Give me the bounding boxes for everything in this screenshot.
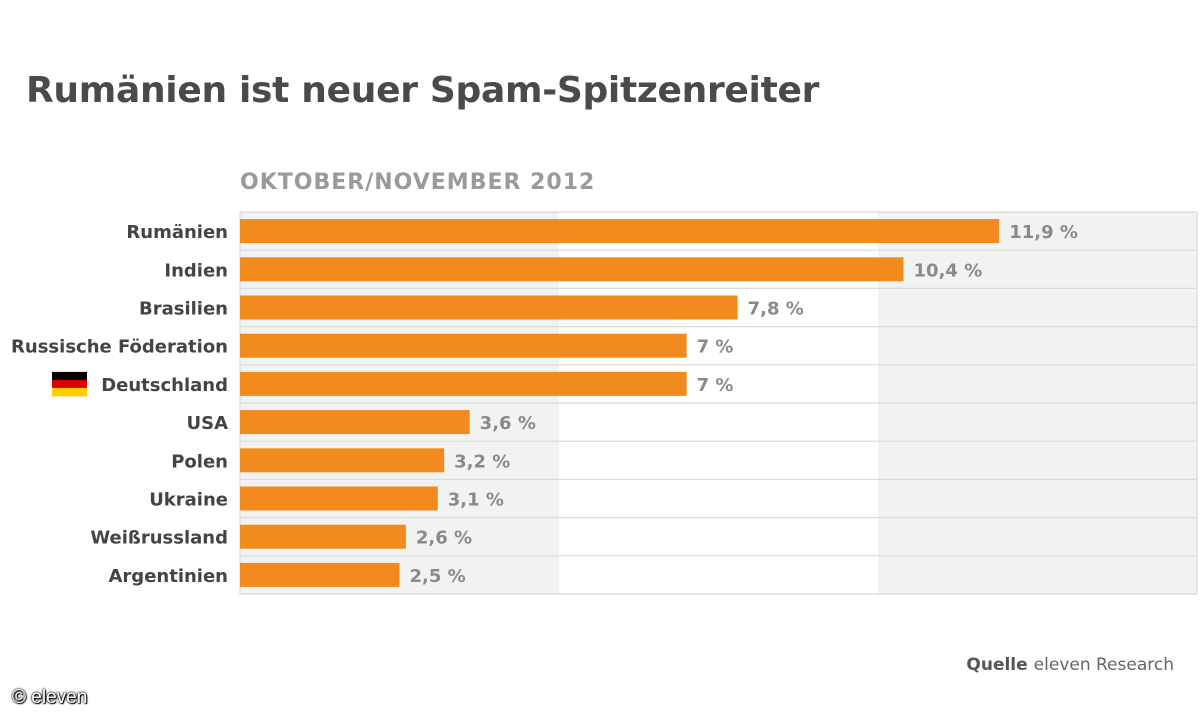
value-label: 10,4 % xyxy=(914,260,983,281)
source-text: eleven Research xyxy=(1033,655,1174,675)
category-label: Rumänien xyxy=(126,222,228,243)
source-note: Quelle eleven Research xyxy=(966,655,1174,675)
category-label: Indien xyxy=(164,260,228,281)
copyright-watermark: © eleven xyxy=(12,687,88,708)
value-label: 11,9 % xyxy=(1009,222,1078,243)
chart-subtitle: OKTOBER/NOVEMBER 2012 xyxy=(240,170,596,195)
bar xyxy=(240,410,470,435)
chart-title: Rumänien ist neuer Spam-Spitzenreiter xyxy=(26,70,820,111)
value-label: 7 % xyxy=(697,337,734,358)
bar xyxy=(240,219,1000,244)
value-label: 3,1 % xyxy=(448,490,504,511)
value-label: 7 % xyxy=(697,375,734,396)
bar xyxy=(240,295,738,320)
category-label: Argentinien xyxy=(109,566,229,587)
category-label: Ukraine xyxy=(149,490,228,511)
category-label: Russische Föderation xyxy=(11,337,228,358)
value-label: 3,6 % xyxy=(480,413,536,434)
category-label: Polen xyxy=(171,451,228,472)
germany-flag-icon xyxy=(52,371,87,397)
value-label: 2,5 % xyxy=(410,566,466,587)
bar xyxy=(240,524,406,549)
value-label: 3,2 % xyxy=(454,451,510,472)
plot-frame xyxy=(239,211,1198,595)
bar xyxy=(240,333,687,358)
bar xyxy=(240,486,438,511)
value-label: 7,8 % xyxy=(748,299,804,320)
category-label: Brasilien xyxy=(139,299,228,320)
bar xyxy=(240,562,400,587)
category-label: Weißrussland xyxy=(90,528,228,549)
source-label: Quelle xyxy=(966,655,1028,675)
bar xyxy=(240,257,904,282)
bar xyxy=(240,371,687,396)
category-label: Deutschland xyxy=(101,375,228,396)
bar xyxy=(240,448,445,473)
category-label: USA xyxy=(186,413,228,434)
value-label: 2,6 % xyxy=(416,528,472,549)
